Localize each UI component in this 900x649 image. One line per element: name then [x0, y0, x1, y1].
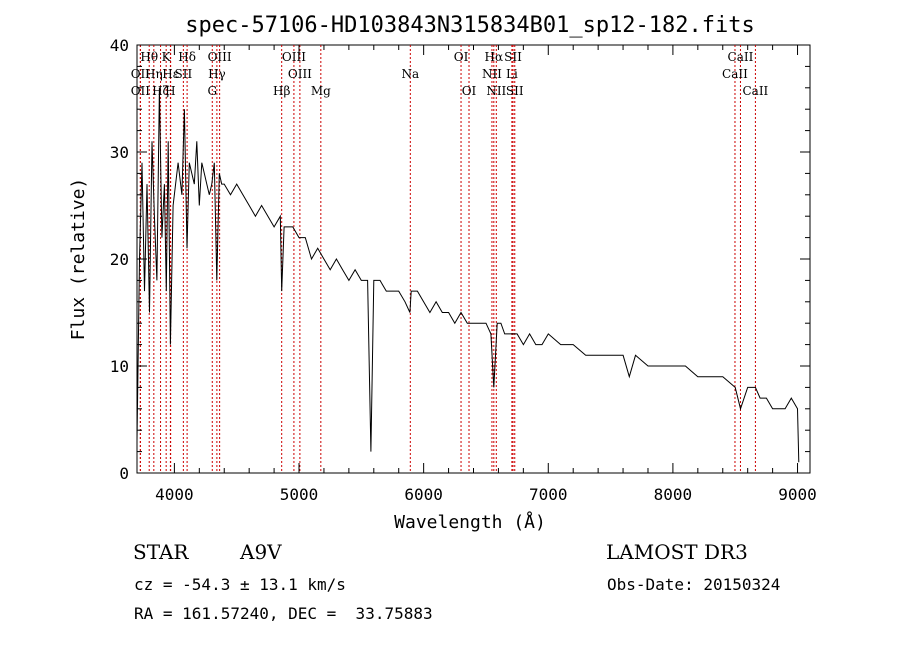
- x-tick-label: 8000: [654, 485, 693, 504]
- line-marker-label: OIII: [288, 67, 312, 81]
- line-marker-label: CaII: [722, 67, 748, 81]
- line-marker-label: Hβ: [273, 84, 290, 98]
- line-marker-label: OIII: [208, 50, 232, 64]
- emission-line-markers: [139, 45, 756, 473]
- redshift-value: cz = -54.3 ± 13.1 km/s: [134, 575, 346, 594]
- line-marker-label: OII: [131, 67, 151, 81]
- line-marker-label: NII: [486, 84, 506, 98]
- line-marker-label: K: [162, 50, 172, 64]
- y-tick-label: 40: [110, 36, 129, 55]
- flux-series-line: [136, 87, 800, 463]
- line-marker-label: OIII: [282, 50, 306, 64]
- line-marker-label: Hδ: [178, 50, 196, 64]
- line-marker-label: Hη: [145, 67, 163, 81]
- y-tick-label: 10: [110, 357, 129, 376]
- object-class: STAR: [133, 540, 189, 564]
- line-marker-label: SII: [506, 84, 524, 98]
- line-marker-label: Na: [401, 67, 419, 81]
- x-axis-label: Wavelength (Å): [394, 511, 546, 533]
- x-tick-label: 6000: [404, 485, 443, 504]
- chart-title: spec-57106-HD103843N315834B01_sp12-182.f…: [185, 13, 755, 38]
- line-marker-label: CaII: [742, 84, 768, 98]
- coordinates: RA = 161.57240, DEC = 33.75883: [134, 604, 433, 623]
- line-marker-label: Hζ: [152, 84, 169, 98]
- x-axis-ticks: 4000 5000 6000 7000 8000 9000: [155, 45, 817, 504]
- line-marker-label: SII: [504, 50, 522, 64]
- line-marker-label: Mg: [311, 84, 331, 98]
- line-marker-label: OI: [462, 84, 477, 98]
- line-marker-label: NII: [482, 67, 502, 81]
- line-marker-label: G: [207, 84, 217, 98]
- line-marker-label: CaII: [728, 50, 754, 64]
- line-marker-label: Hα: [485, 50, 504, 64]
- object-subclass: A9V: [239, 540, 282, 564]
- survey-name: LAMOST DR3: [606, 540, 748, 564]
- plot-frame: [136, 44, 811, 474]
- x-tick-label: 7000: [529, 485, 568, 504]
- y-tick-label: 20: [110, 250, 129, 269]
- line-marker-label: OI: [454, 50, 469, 64]
- line-marker-label: Hε: [162, 67, 179, 81]
- obs-date: Obs-Date: 20150324: [607, 575, 780, 594]
- line-marker-label: Li: [506, 67, 518, 81]
- x-tick-label: 5000: [280, 485, 319, 504]
- line-marker-label: H: [165, 84, 175, 98]
- y-axis-ticks: 0 10 20 30 40: [110, 36, 810, 483]
- y-tick-label: 0: [119, 464, 129, 483]
- line-marker-label: Hθ: [140, 50, 158, 64]
- line-marker-label: OII: [131, 84, 151, 98]
- line-marker-label: SII: [175, 67, 193, 81]
- y-axis-label: Flux (relative): [68, 178, 89, 341]
- line-marker-label: Hγ: [208, 67, 226, 81]
- x-tick-label: 4000: [155, 485, 194, 504]
- y-tick-label: 30: [110, 143, 129, 162]
- x-tick-label: 9000: [778, 485, 817, 504]
- emission-line-labels: HθOIIOIIHηHζKHεHHδSIIGOIIIHγHβOIIIOIIIMg…: [131, 50, 769, 98]
